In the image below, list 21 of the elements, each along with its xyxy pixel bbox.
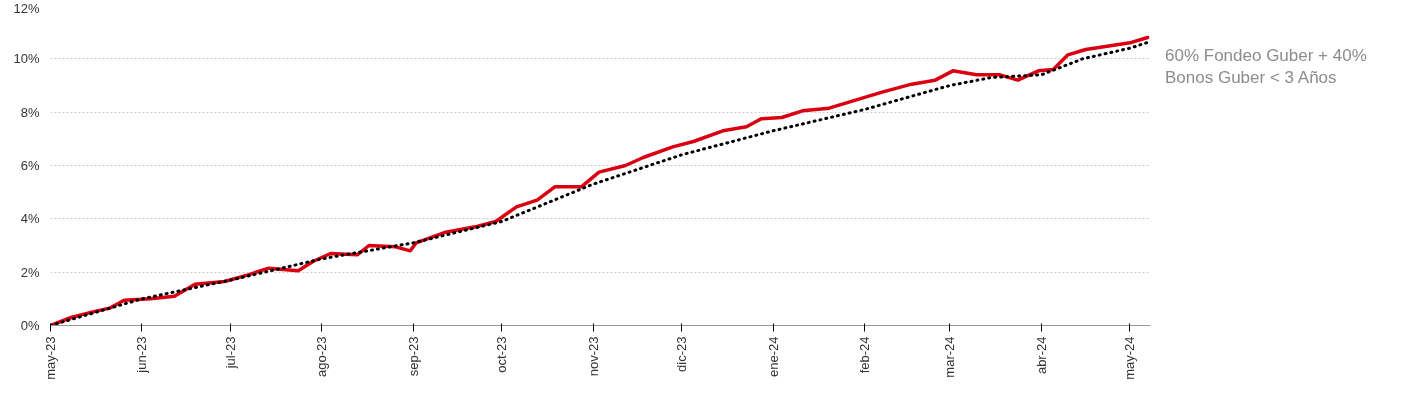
x-tick-label: dic-23 bbox=[674, 336, 690, 372]
x-tick-label: feb-24 bbox=[856, 336, 872, 374]
x-tick-label: may-24 bbox=[1122, 336, 1138, 380]
x-tick-label: ago-23 bbox=[314, 336, 330, 377]
y-tick-label: 0% bbox=[20, 318, 40, 333]
y-tick-label: 6% bbox=[20, 158, 40, 173]
x-tick-label: may-23 bbox=[43, 336, 58, 380]
y-tick-label: 8% bbox=[20, 104, 40, 120]
x-tick-label: oct-23 bbox=[494, 336, 510, 373]
y-tick-label: 2% bbox=[20, 264, 40, 280]
x-tick-label: nov-23 bbox=[585, 336, 601, 377]
x-tick-label: jun-23 bbox=[134, 336, 150, 374]
x-tick-label: ene-24 bbox=[765, 336, 781, 377]
x-tick-label: sep-23 bbox=[405, 336, 421, 377]
y-tick-label: 4% bbox=[20, 211, 40, 227]
x-tick-label: jul-23 bbox=[222, 336, 238, 370]
x-tick-label: mar-24 bbox=[942, 336, 958, 378]
y-tick-label: 12% bbox=[13, 0, 40, 16]
x-tick-label: abr-24 bbox=[1033, 336, 1049, 375]
series-label: 60% Fondeo Guber + 40% Bonos Guber < 3 Años bbox=[1165, 45, 1368, 90]
y-tick-label: 10% bbox=[13, 51, 40, 67]
